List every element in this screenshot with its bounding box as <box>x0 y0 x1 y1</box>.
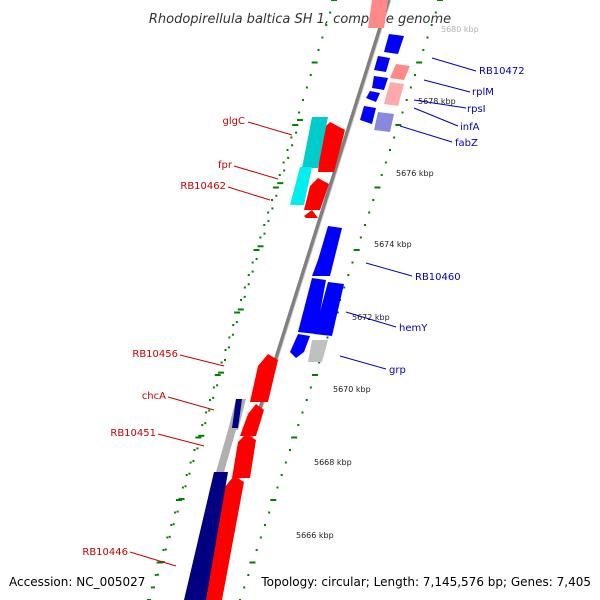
gene-arrow <box>240 404 264 436</box>
gene-arrow <box>304 210 318 218</box>
gene-arrow <box>304 178 329 210</box>
scale-label-5678: 5678 kbp <box>418 97 456 106</box>
gene-arrow <box>360 106 376 124</box>
gene-label-RB10451: RB10451 <box>110 428 156 439</box>
gene-block <box>308 340 328 362</box>
gene-label-glgC: glgC <box>223 116 245 127</box>
scale-label-5674: 5674 kbp <box>374 240 412 249</box>
gene-label-RB10456: RB10456 <box>132 349 178 360</box>
accession-text: Accession: NC_005027 <box>9 575 145 589</box>
reverse-strand-genes <box>290 34 410 362</box>
gene-labels-left: glgC fpr RB10462 RB10456 chcA RB10451 RB… <box>82 116 293 567</box>
gene-block <box>368 0 388 28</box>
forward-outer-genes <box>184 117 328 600</box>
gene-block <box>384 82 404 106</box>
gene-block <box>184 472 228 600</box>
gene-arrow <box>366 91 380 102</box>
gene-label-RB10472: RB10472 <box>479 66 525 77</box>
gene-arrow <box>298 278 326 334</box>
gene-arrow <box>232 434 256 478</box>
tick-rows <box>147 0 443 600</box>
scale-label-5680: 5680 kbp <box>441 25 479 34</box>
scale-label-5666: 5666 kbp <box>296 531 334 540</box>
gene-arrow <box>204 476 244 600</box>
scale-label-5676: 5676 kbp <box>396 169 434 178</box>
map-title: Rhodopirellula baltica SH 1, complete ge… <box>149 12 451 27</box>
scale-labels: 5680 kbp 5678 kbp 5676 kbp 5674 kbp 5672… <box>296 25 479 540</box>
gene-block <box>232 399 242 428</box>
gene-arrow <box>290 334 310 358</box>
gene-arrow <box>384 34 404 54</box>
gene-block <box>290 167 312 205</box>
forward-strand-genes <box>204 0 388 600</box>
gene-arrow <box>372 76 388 90</box>
gene-block <box>302 117 328 168</box>
gene-label-RB10462: RB10462 <box>180 181 226 192</box>
scale-label-5672: 5672 kbp <box>352 313 390 322</box>
gene-label-fpr: fpr <box>218 160 233 171</box>
gene-block <box>216 430 236 472</box>
gene-label-rpsI: rpsI <box>467 104 486 115</box>
gene-arrow <box>250 354 278 402</box>
gene-label-RB10460: RB10460 <box>415 272 461 283</box>
gene-labels-right: RB10472 rplM rpsI infA fabZ RB10460 hemY… <box>339 57 525 376</box>
gene-block <box>390 64 410 80</box>
gene-label-rplM: rplM <box>472 87 494 98</box>
gene-arrow <box>374 56 390 72</box>
genome-summary-text: Topology: circular; Length: 7,145,576 bp… <box>260 575 591 589</box>
gene-label-grp: grp <box>389 365 406 376</box>
gene-label-RB10446: RB10446 <box>82 547 128 558</box>
gene-label-chcA: chcA <box>142 391 166 402</box>
scale-label-5668: 5668 kbp <box>314 458 352 467</box>
gene-label-fabZ: fabZ <box>455 138 478 149</box>
gene-arrow <box>318 122 345 172</box>
gene-label-hemY: hemY <box>399 323 428 334</box>
gene-arrow <box>312 226 342 276</box>
gene-label-infA: infA <box>460 122 480 133</box>
gene-block <box>374 112 394 132</box>
gene-arrow <box>314 282 344 336</box>
scale-label-5670: 5670 kbp <box>333 385 371 394</box>
